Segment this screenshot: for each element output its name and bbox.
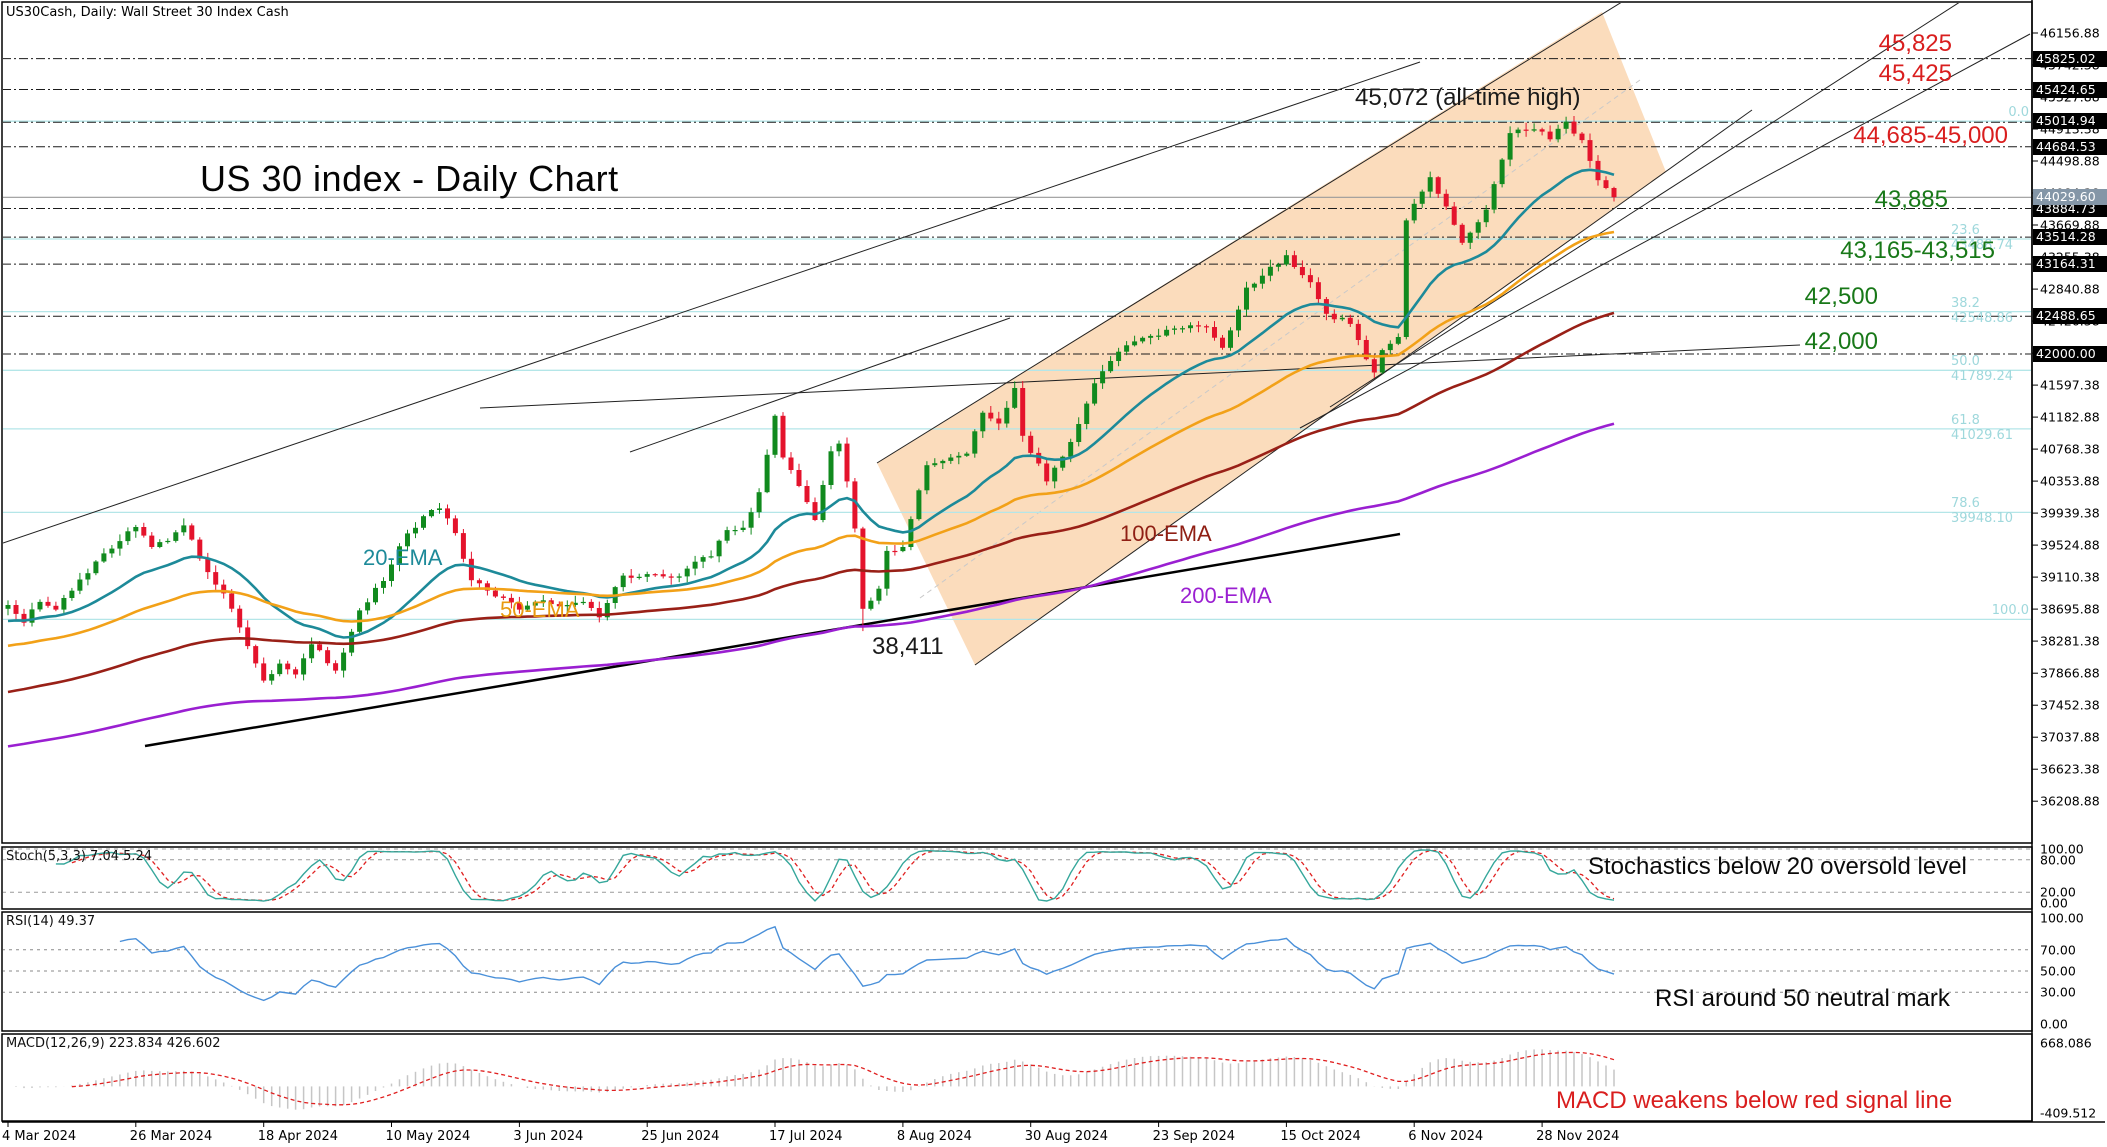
rsi-axis-tick: 70.00 (2040, 942, 2076, 958)
ath-note: 45,072 (all-time high) (1355, 84, 1581, 111)
rsi-axis-tick: 30.00 (2040, 984, 2076, 1000)
key-level-label: 45,425 (1878, 60, 1952, 87)
time-axis-label: 15 Oct 2024 (1280, 1129, 1361, 1144)
price-level-badge: 42000.00 (2033, 346, 2107, 362)
macd-axis-tick: 668.086 (2040, 1035, 2092, 1051)
time-axis-label: 4 Mar 2024 (2, 1129, 77, 1144)
price-axis-tick: 41597.38 (2040, 377, 2100, 393)
stoch-axis-tick: 20.00 (2040, 884, 2076, 900)
key-level-label: 43,165-43,515 (1840, 237, 1995, 264)
price-axis-tick: 41182.88 (2040, 409, 2100, 425)
price-axis-tick: 37037.88 (2040, 729, 2100, 745)
stoch-axis-tick: 0.00 (2040, 895, 2068, 911)
key-level-label: 42,500 (1804, 283, 1878, 310)
current-price-badge: 44029.60 (2033, 189, 2107, 206)
price-level-badge: 45424.65 (2033, 81, 2107, 98)
price-axis-tick: 43669.88 (2040, 217, 2100, 233)
price-axis-tick: 42840.88 (2040, 281, 2100, 297)
price-level-badge: 42488.65 (2033, 308, 2107, 325)
rsi-axis-tick: 100.00 (2040, 910, 2084, 926)
time-axis-label: 26 Mar 2024 (129, 1129, 213, 1144)
rsi-axis-tick: 0.00 (2040, 1016, 2068, 1032)
fib-level-label: 23.6 43488.74 (1951, 223, 2014, 253)
fib-level-label: 0.0 (2008, 105, 2029, 121)
macd-axis-tick: -409.512 (2040, 1105, 2097, 1121)
key-level-label: 44,685-45,000 (1853, 122, 2008, 149)
time-axis-label: 23 Sep 2024 (1152, 1129, 1235, 1144)
price-axis-tick: 39524.88 (2040, 537, 2100, 553)
time-axis-label: 30 Aug 2024 (1024, 1129, 1108, 1144)
price-axis-tick: 40768.38 (2040, 441, 2100, 457)
fib-level-label: 78.6 39948.10 (1951, 496, 2014, 527)
time-axis-label: 18 Apr 2024 (257, 1129, 339, 1144)
price-axis-tick: 37866.88 (2040, 665, 2100, 681)
price-axis-tick: 36623.38 (2040, 761, 2100, 777)
fib-level-label: 100.0 (1991, 603, 2029, 619)
symbol-period-label: US30Cash, Daily: Wall Street 30 Index Ca… (6, 5, 289, 20)
price-axis-tick: 46156.88 (2040, 25, 2100, 41)
price-level-badge: 44684.53 (2033, 138, 2107, 155)
time-axis-label: 17 Jul 2024 (769, 1129, 843, 1144)
rsi-axis-tick: 50.00 (2040, 963, 2076, 979)
price-axis-tick: 38695.88 (2040, 601, 2100, 617)
price-axis-tick: 36208.88 (2040, 793, 2100, 809)
price-axis-tick: 39110.38 (2040, 569, 2100, 585)
time-axis-label: 28 Nov 2024 (1536, 1129, 1620, 1144)
macd-note: MACD weakens below red signal line (1556, 1087, 1953, 1114)
ema-label: 20-EMA (363, 545, 443, 570)
price-axis-tick: 44498.88 (2040, 153, 2100, 169)
price-level-badge: 43164.31 (2033, 256, 2107, 273)
price-level-badge: 45825.02 (2033, 50, 2107, 67)
price-axis-tick: 38281.38 (2040, 633, 2100, 649)
stoch-axis-tick: 100.00 (2040, 841, 2084, 857)
key-level-label: 43,885 (1874, 186, 1948, 213)
rsi-pane-label: RSI(14) 49.37 (6, 914, 96, 929)
stoch-axis-tick: 80.00 (2040, 852, 2076, 868)
key-level-label: 45,825 (1878, 30, 1952, 57)
fib-level-label: 50.0 41789.24 (1951, 354, 2014, 385)
stoch-note: Stochastics below 20 oversold level (1588, 853, 1967, 880)
price-axis-tick: 40353.88 (2040, 473, 2100, 489)
ema-label: 100-EMA (1120, 521, 1212, 546)
key-level-label: 42,000 (1804, 328, 1878, 355)
macd-pane-label: MACD(12,26,9) 223.834 426.602 (6, 1036, 221, 1051)
ema-label: 200-EMA (1180, 583, 1272, 608)
fib-level-label: 38.2 42548.86 (1951, 295, 2014, 326)
ema-label: 50-EMA (500, 597, 580, 622)
stoch-pane-label: Stoch(5,3,3) 7.04 5.24 (6, 849, 153, 864)
fib-level-label: 61.8 41029.61 (1951, 412, 2014, 443)
price-axis-tick: 37452.38 (2040, 697, 2100, 713)
price-level-badge: 43514.28 (2033, 229, 2107, 246)
time-axis-label: 6 Nov 2024 (1408, 1129, 1484, 1144)
time-axis-label: 8 Aug 2024 (896, 1129, 972, 1144)
time-axis-label: 25 Jun 2024 (641, 1129, 720, 1144)
price-axis-tick: 39939.38 (2040, 505, 2100, 521)
time-axis-label: 10 May 2024 (385, 1129, 471, 1144)
rsi-note: RSI around 50 neutral mark (1655, 985, 1950, 1012)
page-title: US 30 index - Daily Chart (200, 158, 619, 199)
price-level-badge: 45014.94 (2033, 113, 2107, 130)
aug-low-note: 38,411 (872, 633, 944, 660)
time-axis-label: 3 Jun 2024 (513, 1129, 584, 1144)
